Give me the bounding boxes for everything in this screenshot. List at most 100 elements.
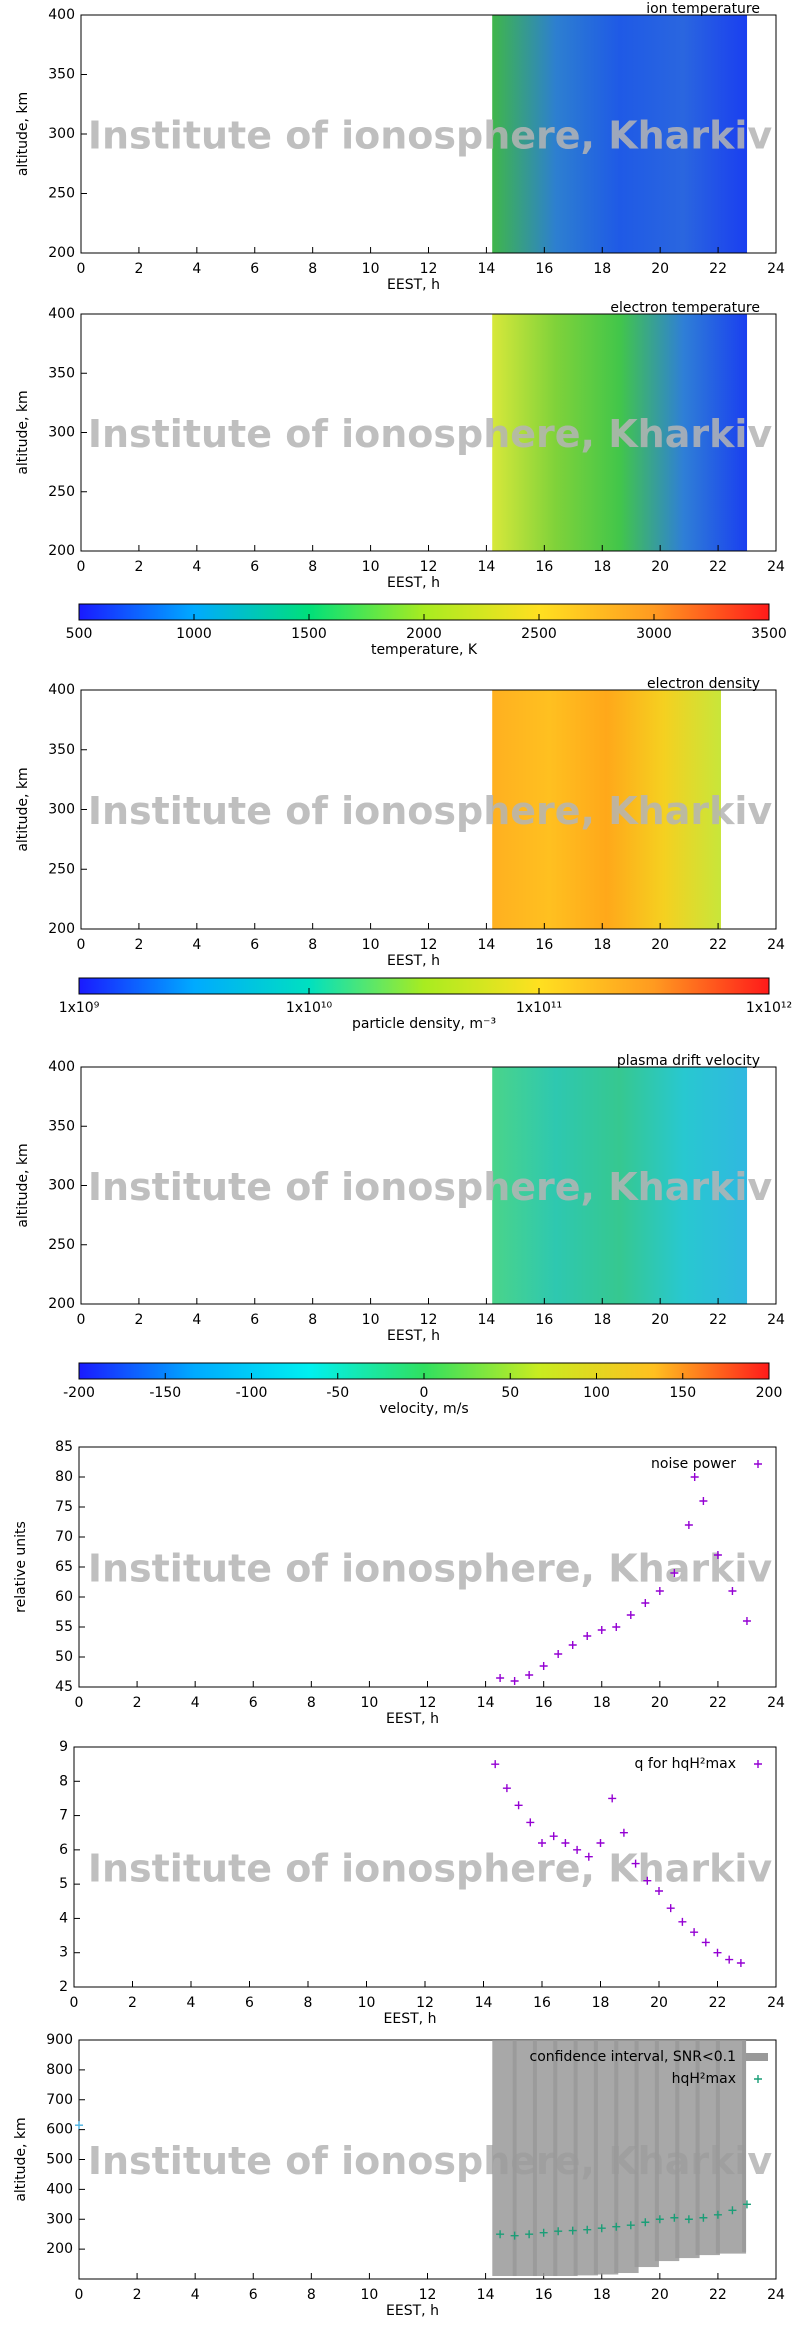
x-tick-label: 14: [478, 1312, 496, 1328]
x-tick-label: 18: [593, 261, 611, 277]
y-tick-label: 500: [46, 2152, 73, 2168]
x-tick-label: 20: [651, 559, 669, 575]
x-tick-label: 8: [308, 1312, 317, 1328]
data-point: [655, 2215, 664, 2224]
x-tick-label: 18: [593, 559, 611, 575]
legend-label: hqH²max: [672, 2071, 736, 2087]
watermark: Institute of ionosphere, Kharkiv: [88, 1547, 773, 1591]
y-axis-label: altitude, km: [15, 1143, 31, 1227]
y-axis-label: relative units: [13, 1521, 29, 1613]
watermark: Institute of ionosphere, Kharkiv: [88, 114, 773, 158]
confidence-interval: [553, 2040, 578, 2277]
colorbar-tick-label: 1x10¹²: [746, 1000, 792, 1016]
data-point: [514, 1801, 523, 1810]
y-tick-label: 8: [59, 1773, 68, 1789]
x-tick-label: 14: [478, 261, 496, 277]
y-tick-label: 250: [48, 186, 75, 202]
legend-marker: [754, 2075, 762, 2083]
x-tick-label: 2: [128, 1995, 137, 2011]
y-tick-label: 75: [55, 1499, 73, 1515]
colorbar-tick-label: -50: [326, 1385, 349, 1401]
x-axis-label: EEST, h: [387, 575, 440, 591]
x-tick-label: 4: [192, 559, 201, 575]
y-tick-label: 300: [48, 126, 75, 142]
x-tick-label: 12: [420, 1312, 438, 1328]
y-tick-label: 350: [48, 365, 75, 381]
watermark: Institute of ionosphere, Kharkiv: [88, 412, 773, 456]
y-tick-label: 65: [55, 1559, 73, 1575]
x-tick-label: 2: [134, 261, 143, 277]
x-tick-label: 8: [307, 2287, 316, 2303]
x-tick-label: 22: [709, 559, 727, 575]
confidence-interval: [654, 2040, 680, 2262]
y-axis-label: altitude, km: [15, 92, 31, 176]
x-tick-label: 22: [709, 1995, 727, 2011]
data-point: [701, 1938, 710, 1947]
y-tick-label: 400: [48, 306, 75, 322]
x-axis-label: EEST, h: [387, 1328, 440, 1344]
y-tick-label: 4: [59, 1910, 68, 1926]
data-point: [597, 1626, 606, 1634]
y-axis-label: altitude, km: [15, 390, 31, 474]
data-point: [549, 1832, 558, 1841]
x-tick-label: 0: [77, 559, 86, 575]
x-axis-label: EEST, h: [386, 2303, 439, 2319]
x-tick-label: 24: [767, 2287, 785, 2303]
data-point: [583, 2225, 592, 2234]
colorbar-tick-label: 2000: [406, 626, 442, 642]
colorbar-tick-label: -150: [149, 1385, 181, 1401]
y-tick-label: 400: [46, 2181, 73, 2197]
confidence-interval: [675, 2040, 700, 2259]
confidence-interval: [695, 2040, 720, 2256]
data-point: [612, 2222, 621, 2231]
colorbar-label: velocity, m/s: [379, 1401, 468, 1417]
x-tick-label: 24: [767, 261, 785, 277]
confidence-interval: [742, 2040, 747, 2253]
y-tick-label: 250: [48, 861, 75, 877]
heatmap: [492, 1067, 748, 1304]
data-point: [641, 2218, 650, 2227]
x-axis-label: EEST, h: [386, 1711, 439, 1727]
colorbar-label: particle density, m⁻³: [352, 1016, 496, 1032]
colorbar-label: temperature, K: [371, 642, 478, 658]
data-point: [568, 1641, 577, 1649]
data-point: [670, 1569, 679, 1577]
x-tick-label: 10: [361, 1695, 379, 1711]
colorbar-tick-label: 150: [669, 1385, 696, 1401]
y-tick-label: 600: [46, 2122, 73, 2138]
x-tick-label: 6: [250, 937, 259, 953]
data-point: [742, 1617, 751, 1625]
data-point: [631, 1859, 640, 1868]
data-point: [554, 2227, 563, 2236]
colorbar-tick-label: 1x10¹¹: [516, 1000, 562, 1016]
x-tick-label: 22: [709, 1695, 727, 1711]
data-point: [597, 2224, 606, 2233]
confidence-interval: [614, 2040, 639, 2274]
colorbar-tick-label: 200: [756, 1385, 783, 1401]
y-tick-label: 6: [59, 1842, 68, 1858]
data-point: [525, 1671, 534, 1679]
legend-label: confidence interval, SNR<0.1: [530, 2049, 736, 2065]
x-tick-label: 22: [709, 1312, 727, 1328]
x-tick-label: 8: [308, 261, 317, 277]
data-point: [626, 1611, 635, 1619]
data-point: [670, 2213, 679, 2222]
x-tick-label: 4: [192, 261, 201, 277]
x-tick-label: 10: [362, 1312, 380, 1328]
data-point: [573, 1845, 582, 1854]
x-axis-label: EEST, h: [384, 2011, 437, 2027]
x-axis-label: EEST, h: [387, 277, 440, 293]
x-tick-label: 8: [304, 1995, 313, 2011]
confidence-interval: [715, 2040, 747, 2254]
y-tick-label: 250: [48, 484, 75, 500]
x-tick-label: 18: [593, 2287, 611, 2303]
x-tick-label: 16: [535, 937, 553, 953]
x-tick-label: 12: [420, 559, 438, 575]
y-axis-label: altitude, km: [15, 767, 31, 851]
x-tick-label: 10: [361, 2287, 379, 2303]
data-point: [496, 2230, 505, 2239]
data-point: [713, 1948, 722, 1957]
x-tick-label: 20: [651, 2287, 669, 2303]
x-tick-label: 20: [651, 1312, 669, 1328]
y-tick-label: 250: [48, 1237, 75, 1253]
